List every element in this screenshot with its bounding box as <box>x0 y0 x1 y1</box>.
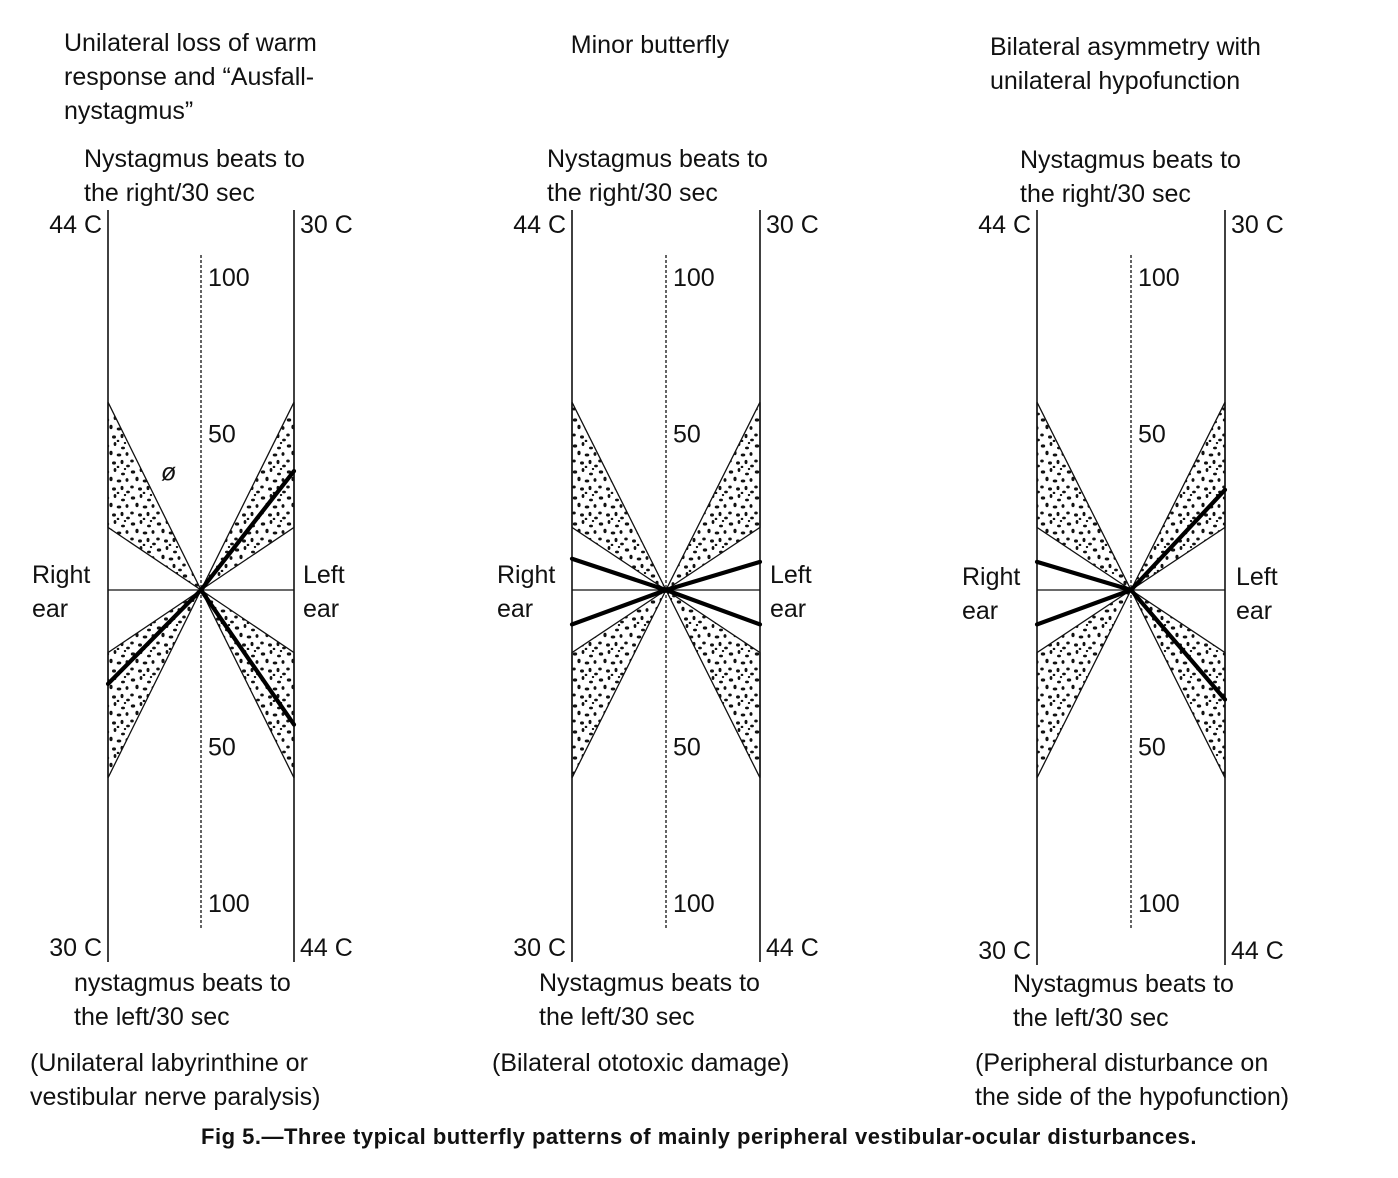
panel-3-beats-left-label: Nystagmus beats to the left/30 sec <box>1013 970 1234 1032</box>
panel-1-left-ear-label: Left ear <box>303 561 345 623</box>
scale-label-50-top: 50 <box>1138 421 1166 449</box>
temp-label-right-warm: 44 C <box>49 211 102 239</box>
panel-3-title: Bilateral asymmetry with unilateral hypo… <box>990 33 1261 95</box>
temp-label-left-warm: 44 C <box>766 934 819 962</box>
response-line-right-cold <box>1034 587 1134 627</box>
panel-2-left-ear-label: Left ear <box>770 561 812 623</box>
normal-range-wedge-right-warm <box>107 401 203 592</box>
panel-3-diagnosis: (Peripheral disturbance on the side of t… <box>975 1049 1290 1111</box>
scale-label-100-top: 100 <box>208 264 250 292</box>
temp-label-right-warm: 44 C <box>978 211 1031 239</box>
scale-label-100-bottom: 100 <box>1138 890 1180 918</box>
null-response-symbol: ø <box>161 458 176 486</box>
scale-label-100-bottom: 100 <box>673 890 715 918</box>
response-line-left-warm <box>1128 587 1228 702</box>
panel-2-beats-left-label: Nystagmus beats to the left/30 sec <box>539 969 760 1031</box>
panel-1-right-ear-label: Right ear <box>32 561 91 623</box>
temp-label-right-cold: 30 C <box>978 937 1031 965</box>
temp-label-right-cold: 30 C <box>49 934 102 962</box>
panel-2-diagnosis: (Bilateral ototoxic damage) <box>492 1049 790 1077</box>
response-line-left-cold <box>663 559 763 593</box>
temp-label-right-cold: 30 C <box>513 934 566 962</box>
scale-label-50-bottom: 50 <box>673 734 701 762</box>
panel-3-beats-right-label: Nystagmus beats to the right/30 sec <box>1020 146 1241 208</box>
scale-label-50-top: 50 <box>208 421 236 449</box>
scale-label-50-top: 50 <box>673 421 701 449</box>
response-line-left-warm <box>663 587 763 627</box>
temp-label-left-cold: 30 C <box>1231 211 1284 239</box>
panel-1-beats-left-label: nystagmus beats to the left/30 sec <box>74 969 291 1031</box>
temp-label-left-warm: 44 C <box>1231 937 1284 965</box>
figure-caption: Fig 5.—Three typical butterfly patterns … <box>201 1124 1197 1149</box>
response-line-right-warm <box>1034 559 1134 593</box>
panel-2-diagram: 100 50 50 100 44 C 30 C 30 C 44 C <box>513 210 819 962</box>
scale-label-50-bottom: 50 <box>1138 734 1166 762</box>
panel-3-right-ear-label: Right ear <box>962 563 1021 625</box>
panel-1-title: Unilateral loss of warm response and “Au… <box>64 29 317 125</box>
scale-label-100-bottom: 100 <box>208 890 250 918</box>
response-line-right-cold <box>569 587 669 627</box>
temp-label-left-cold: 30 C <box>300 211 353 239</box>
normal-range-wedge-right-warm <box>1036 401 1133 592</box>
normal-range-wedge-right-cold <box>107 588 203 779</box>
scale-label-50-bottom: 50 <box>208 734 236 762</box>
response-line-left-cold <box>1128 487 1228 593</box>
panel-2-beats-right-label: Nystagmus beats to the right/30 sec <box>547 145 768 207</box>
temp-label-right-warm: 44 C <box>513 211 566 239</box>
panel-2-title: Minor butterfly <box>570 31 730 59</box>
scale-label-100-top: 100 <box>1138 264 1180 292</box>
response-line-left-cold <box>198 468 297 593</box>
panel-2-right-ear-label: Right ear <box>497 561 556 623</box>
panel-1-diagnosis: (Unilateral labyrinthine or vestibular n… <box>30 1049 321 1111</box>
response-line-left-warm <box>198 587 297 727</box>
response-line-right-warm <box>569 556 669 593</box>
scale-label-100-top: 100 <box>673 264 715 292</box>
panel-1-beats-right-label: Nystagmus beats to the right/30 sec <box>84 145 305 207</box>
panel-1-diagram: 100 50 50 100 44 C 30 C 30 C 44 C ø <box>49 210 353 962</box>
temp-label-left-cold: 30 C <box>766 211 819 239</box>
panel-3-left-ear-label: Left ear <box>1236 563 1278 625</box>
temp-label-left-warm: 44 C <box>300 934 353 962</box>
response-line-right-cold <box>105 587 204 687</box>
panel-3-diagram: 100 50 50 100 44 C 30 C 30 C 44 C <box>978 210 1284 965</box>
